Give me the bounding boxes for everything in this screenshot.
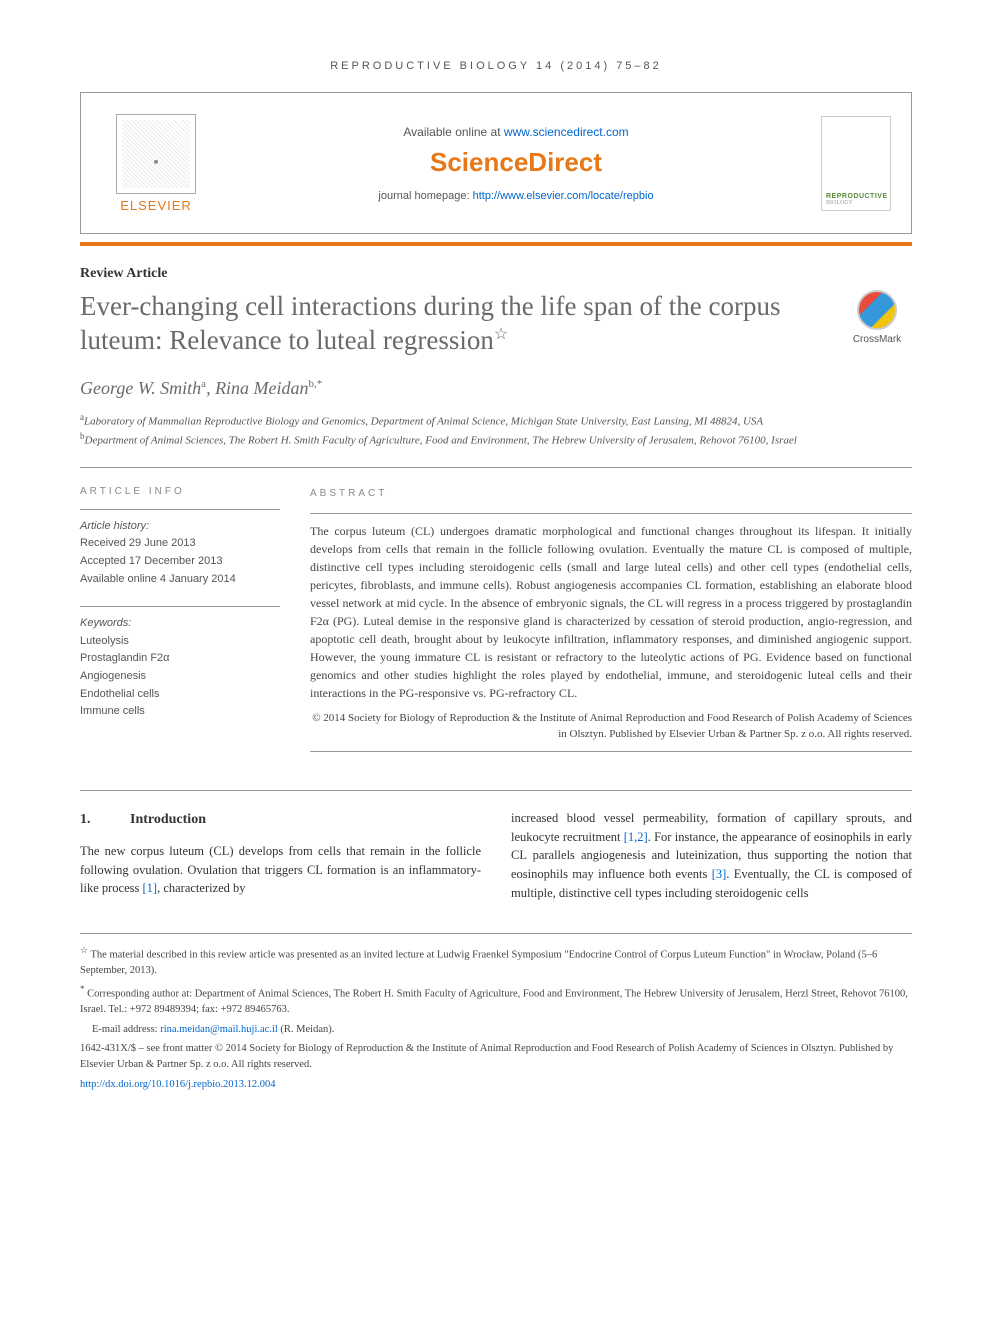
elsevier-logo: ELSEVIER — [101, 108, 211, 218]
homepage-link[interactable]: http://www.elsevier.com/locate/repbio — [473, 190, 654, 202]
footnotes: ☆ The material described in this review … — [80, 933, 912, 1093]
available-online-text: Available online at www.sciencedirect.co… — [211, 125, 821, 139]
abstract-end-divider — [310, 751, 912, 752]
author-2-affil: b, — [309, 378, 317, 390]
intro-para-2: increased blood vessel permeability, for… — [511, 809, 912, 903]
crossmark-badge[interactable]: CrossMark — [842, 290, 912, 345]
affil-a-text: Laboratory of Mammalian Reproductive Bio… — [84, 415, 763, 427]
title-text: Ever-changing cell interactions during t… — [80, 291, 780, 355]
abstract-body: The corpus luteum (CL) undergoes dramati… — [310, 522, 912, 702]
intro-text-1: The new corpus luteum (CL) develops from… — [80, 844, 481, 896]
ref-link-12[interactable]: [1,2] — [624, 830, 648, 844]
issn-copyright: 1642-431X/$ – see front matter © 2014 So… — [80, 1041, 912, 1073]
info-divider-1 — [80, 509, 280, 510]
accepted-date: Accepted 17 December 2013 — [80, 553, 280, 571]
section-title: Introduction — [130, 812, 206, 827]
history-label: Article history: — [80, 518, 280, 536]
footnote-star-text: The material described in this review ar… — [80, 949, 877, 976]
orange-divider-bar — [80, 242, 912, 246]
crossmark-label: CrossMark — [853, 334, 901, 345]
doi-link[interactable]: http://dx.doi.org/10.1016/j.repbio.2013.… — [80, 1079, 276, 1090]
online-date: Available online 4 January 2014 — [80, 571, 280, 589]
footnote-star-label: ☆ — [80, 945, 88, 955]
elsevier-text: ELSEVIER — [120, 198, 192, 213]
author-2-corresponding: * — [317, 378, 323, 390]
journal-citation: REPRODUCTIVE BIOLOGY 14 (2014) 75–82 — [80, 60, 912, 72]
sciencedirect-block: Available online at www.sciencedirect.co… — [211, 125, 821, 202]
column-right: increased blood vessel permeability, for… — [511, 809, 912, 903]
abstract-block: ABSTRACT The corpus luteum (CL) undergoe… — [310, 486, 912, 760]
section-divider — [80, 790, 912, 791]
available-prefix: Available online at — [403, 125, 504, 139]
affil-b-text: Department of Animal Sciences, The Rober… — [85, 434, 797, 446]
email-label: E-mail address: — [92, 1024, 160, 1035]
journal-cover-thumbnail: REPRODUCTIVE BIOLOGY — [821, 116, 891, 211]
abstract-divider — [310, 513, 912, 514]
homepage-prefix: journal homepage: — [378, 190, 472, 202]
footnote-corr-text: Corresponding author at: Department of A… — [80, 988, 908, 1015]
received-date: Received 29 June 2013 — [80, 535, 280, 553]
authors: George W. Smitha, Rina Meidanb,* — [80, 378, 912, 399]
homepage-text: journal homepage: http://www.elsevier.co… — [211, 190, 821, 202]
keyword-2: Prostaglandin F2α — [80, 650, 280, 668]
keywords-label: Keywords: — [80, 615, 280, 633]
column-left: 1.Introduction The new corpus luteum (CL… — [80, 809, 481, 903]
author-2-name: Rina Meidan — [215, 378, 308, 398]
cover-subtitle: BIOLOGY — [826, 200, 886, 206]
intro-para-1: The new corpus luteum (CL) develops from… — [80, 842, 481, 898]
article-title: Ever-changing cell interactions during t… — [80, 290, 822, 358]
article-type: Review Article — [80, 266, 912, 282]
title-footnote-star: ☆ — [494, 326, 508, 343]
email-link[interactable]: rina.meidan@mail.huji.ac.il — [160, 1024, 278, 1035]
email-suffix: (R. Meidan). — [278, 1024, 335, 1035]
keyword-1: Luteolysis — [80, 633, 280, 651]
article-info-sidebar: ARTICLE INFO Article history: Received 2… — [80, 486, 280, 760]
divider-line — [80, 467, 912, 468]
affiliations: aLaboratory of Mammalian Reproductive Bi… — [80, 411, 912, 449]
sciencedirect-link[interactable]: www.sciencedirect.com — [504, 125, 629, 139]
cover-title: REPRODUCTIVE — [826, 193, 886, 200]
ref-link-1[interactable]: [1] — [142, 881, 157, 895]
body-columns: 1.Introduction The new corpus luteum (CL… — [80, 809, 912, 903]
keyword-3: Angiogenesis — [80, 668, 280, 686]
header-box: ELSEVIER Available online at www.science… — [80, 92, 912, 234]
elsevier-tree-icon — [116, 114, 196, 194]
keyword-4: Endothelial cells — [80, 686, 280, 704]
crossmark-icon — [857, 290, 897, 330]
section-num: 1. — [80, 809, 130, 830]
ref-link-3[interactable]: [3] — [712, 867, 727, 881]
article-info-heading: ARTICLE INFO — [80, 486, 280, 497]
section-1-heading: 1.Introduction — [80, 809, 481, 830]
keyword-5: Immune cells — [80, 703, 280, 721]
info-divider-2 — [80, 606, 280, 607]
abstract-heading: ABSTRACT — [310, 486, 912, 501]
intro-text-1b: , characterized by — [157, 881, 245, 895]
abstract-copyright: © 2014 Society for Biology of Reproducti… — [310, 710, 912, 743]
author-1-name: George W. Smith — [80, 378, 201, 398]
author-1-affil: a — [201, 378, 206, 390]
sciencedirect-logo: ScienceDirect — [211, 147, 821, 178]
